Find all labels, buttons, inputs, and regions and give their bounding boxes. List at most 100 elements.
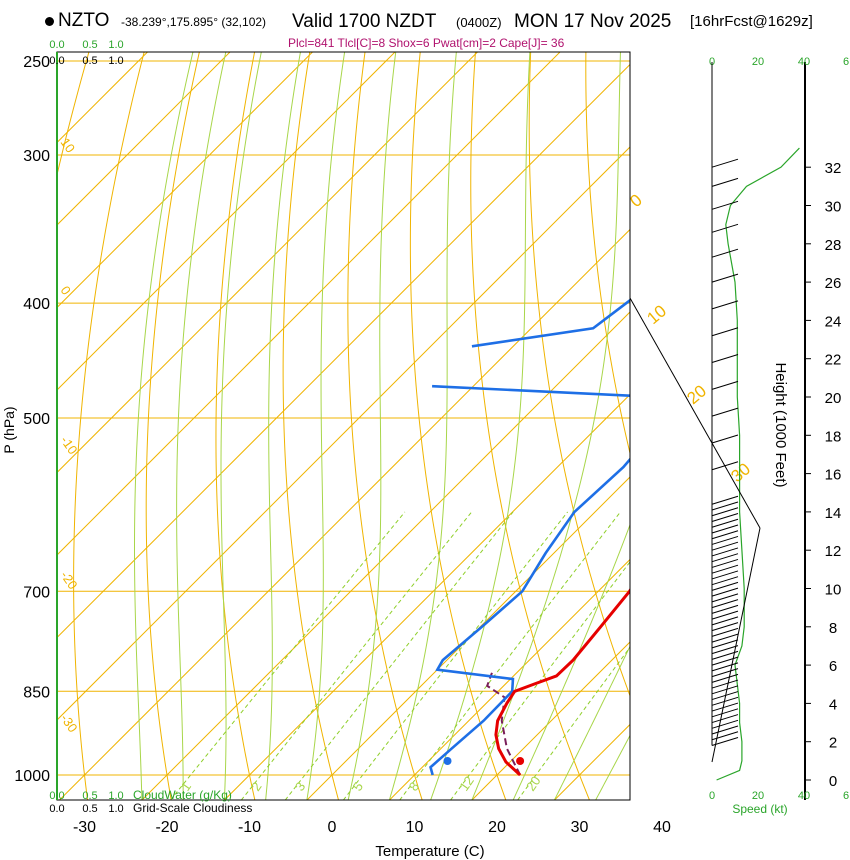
cloudiness-label: Grid-Scale Cloudiness	[133, 801, 252, 815]
pressure-tick-label: 850	[23, 684, 50, 701]
dry-adiabat-line	[751, 40, 850, 800]
moist-adiabat-line	[133, 52, 194, 800]
temperature-line	[494, 587, 630, 777]
height-tick-label: 8	[829, 620, 837, 637]
wind-barb	[711, 524, 739, 534]
dewpoint-line	[429, 384, 630, 776]
cloud-water-top-tick: 0.5	[82, 39, 97, 51]
speed-bottom-tick: 40	[798, 790, 810, 802]
moist-adiabat-line	[220, 52, 262, 800]
height-tick-label: 32	[825, 160, 842, 177]
pressure-tick-label: 1000	[14, 768, 50, 785]
mixing-ratio-line	[517, 646, 630, 800]
moist-adiabat-line	[265, 52, 301, 800]
wind-barb	[711, 673, 739, 683]
speed-top-tick: 40	[798, 56, 810, 68]
moist-adiabat-line	[512, 523, 630, 800]
temperature-tick-label: 30	[571, 819, 589, 836]
wind-barb	[711, 616, 739, 626]
pressure-tick-label: 500	[23, 411, 50, 428]
wind-barb	[711, 354, 739, 364]
cloudiness-top-tick: 1.0	[108, 55, 123, 67]
isotherm-line	[57, 146, 630, 721]
speed-bottom-tick: 0	[709, 790, 715, 802]
isotherm-line	[306, 476, 630, 800]
temperature-tick-label: 40	[653, 819, 671, 836]
mixing-ratio-line	[284, 511, 514, 800]
wind-barb	[711, 495, 739, 505]
isotherm-label: -20	[58, 568, 81, 592]
wind-barb	[711, 273, 739, 283]
zulu-time: (0400Z)	[456, 15, 502, 30]
wind-barb	[711, 576, 739, 586]
mixing-ratio-line	[342, 511, 569, 800]
pressure-tick-label: 700	[23, 584, 50, 601]
wind-barb	[711, 593, 739, 603]
wind-barb	[711, 645, 739, 655]
wind-barb	[711, 541, 739, 551]
moist-adiabat-line	[430, 52, 531, 800]
wind-speed-line	[716, 147, 800, 781]
cloud-water-bottom-tick: 0.0	[49, 790, 64, 802]
wind-barb	[711, 725, 739, 735]
surface-connector-line	[711, 527, 761, 763]
valid-label: Valid 1700 NZDT	[292, 11, 437, 32]
wind-barb	[711, 719, 739, 729]
isotherm-line	[224, 393, 630, 800]
height-tick-label: 30	[825, 199, 842, 216]
height-tick-label: 26	[825, 275, 842, 292]
wind-barb	[711, 662, 739, 672]
station-coords: -38.239°,175.895° (32,102)	[121, 15, 267, 29]
wind-barb	[711, 518, 739, 528]
height-tick-label: 22	[825, 352, 842, 369]
wind-barb	[711, 248, 739, 258]
pressure-tick-label: 400	[23, 296, 50, 313]
wind-barb	[711, 553, 739, 563]
height-tick-label: 24	[825, 313, 842, 330]
isotherm-line	[57, 52, 561, 556]
dry-adiabat-line	[805, 40, 850, 800]
wind-barb	[711, 639, 739, 649]
dry-adiabat-line	[347, 52, 423, 800]
speed-top-tick: 6	[843, 56, 849, 68]
wind-barb	[711, 622, 739, 632]
cloud-water-bottom-tick: 0.5	[82, 790, 97, 802]
stability-indices: Plcl=841 Tlcl[C]=8 Shox=6 Pwat[cm]=2 Cap…	[288, 36, 565, 50]
isotherm-line	[57, 52, 314, 309]
wind-barb	[711, 604, 739, 614]
dry-adiabat-line	[215, 52, 256, 800]
wind-barb	[711, 685, 739, 695]
dry-adiabat-line	[409, 52, 507, 800]
surface-dewpoint-marker	[443, 757, 452, 765]
height-tick-label: 28	[825, 237, 842, 254]
wind-barb	[711, 300, 739, 310]
temperature-tick-label: -10	[238, 819, 261, 836]
isotherm-line	[141, 311, 630, 800]
wind-barb	[711, 327, 739, 337]
wind-barb	[711, 530, 739, 540]
wind-barb	[711, 434, 739, 444]
speed-top-tick: 20	[752, 56, 764, 68]
wind-barb	[711, 223, 739, 233]
dewpoint-line	[471, 298, 630, 348]
wind-barb	[711, 587, 739, 597]
isotherm-line	[57, 52, 396, 391]
wind-barb	[711, 158, 739, 168]
temperature-tick-label: -20	[155, 819, 178, 836]
isotherm-line	[59, 228, 630, 800]
wind-barb	[711, 599, 739, 609]
cloud-water-top-tick: 1.0	[108, 39, 123, 51]
wind-barb	[711, 547, 739, 557]
wind-barb	[711, 535, 739, 545]
height-tick-label: 18	[825, 428, 842, 445]
wind-barb	[711, 702, 739, 712]
wind-barb	[711, 564, 739, 574]
moist-adiabat-line	[388, 52, 457, 800]
isotherm-label: -30	[58, 711, 81, 735]
wind-barb	[711, 691, 739, 701]
wind-barb	[711, 696, 739, 706]
dry-adiabat-line	[585, 52, 630, 456]
wind-barb	[711, 737, 739, 747]
